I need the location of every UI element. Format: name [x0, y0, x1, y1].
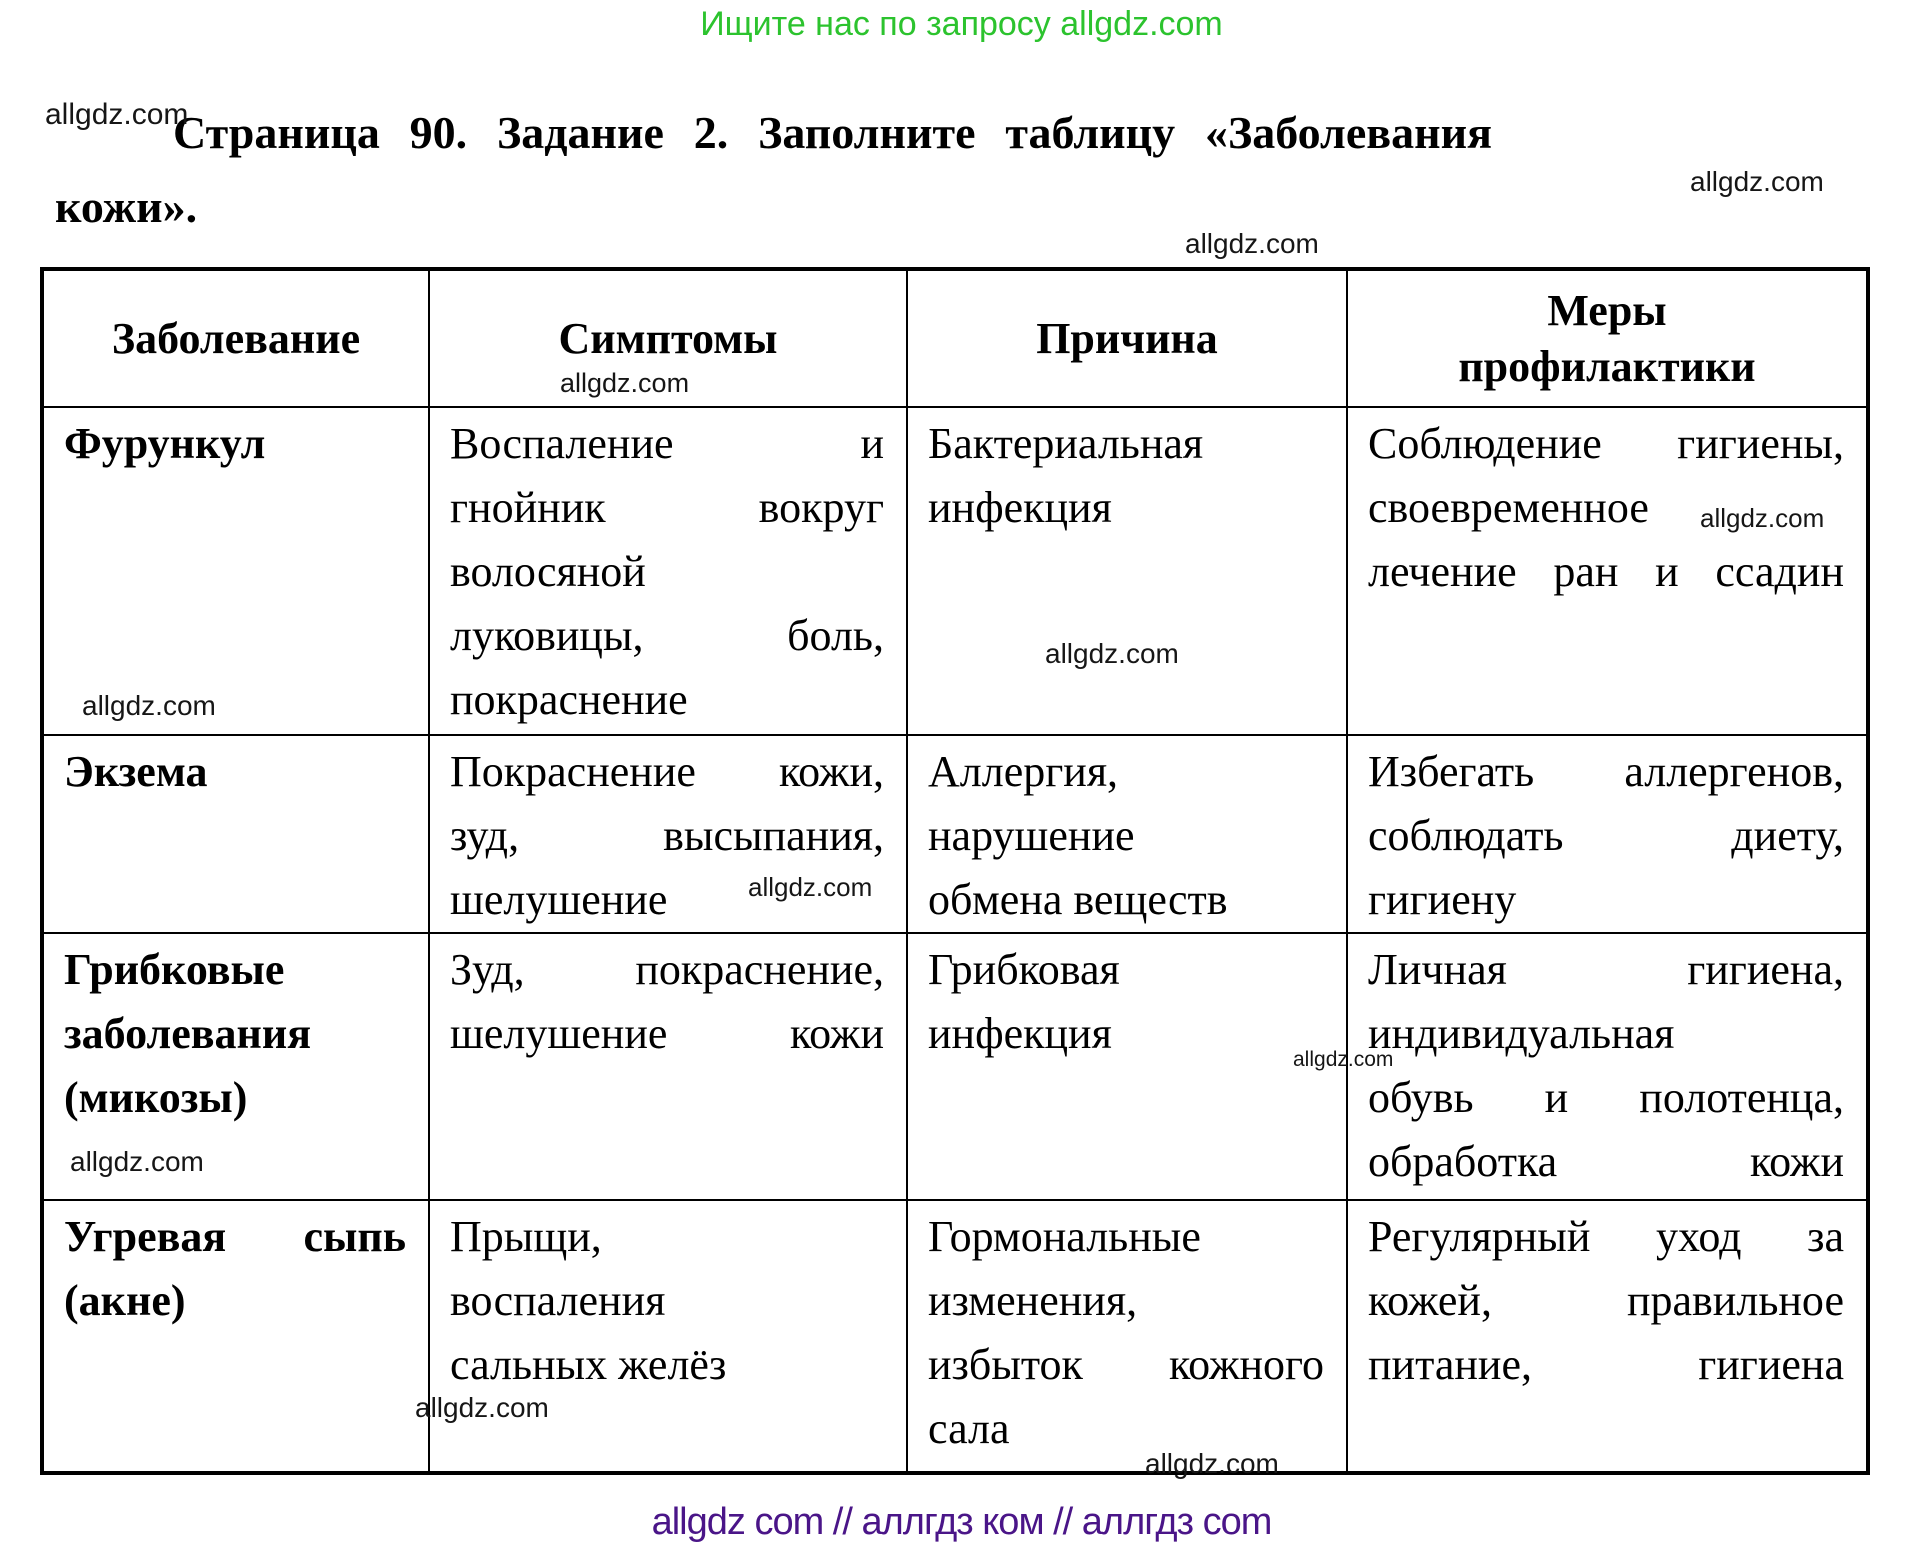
allgdz-watermark: allgdz.com [748, 872, 873, 902]
footer-text: allgdz com // аллгдз ком // аллгдз com [651, 1501, 1273, 1543]
allgdz-watermark: allgdz.com [1045, 638, 1179, 669]
header-cause: Причина [906, 268, 1348, 408]
table-row: Угревая сыпь (акне) Прыщи, воспаления са… [41, 1199, 1869, 1474]
skin-diseases-table: Заболевание Симптомы Причина Меры профил… [40, 267, 1870, 1475]
cell-prevention: Соблюдение гигиены, своевременное лечени… [1346, 406, 1869, 736]
cell-prevention: Личная гигиена, индивидуальная обувь и п… [1346, 932, 1869, 1201]
cell-symptoms: Зуд, покраснение, шелушение кожи [428, 932, 908, 1201]
cell-prevention: Регулярный уход за кожей, правильное пит… [1346, 1199, 1869, 1474]
allgdz-watermark: allgdz.com [1293, 1048, 1394, 1071]
cell-cause: Аллергия, нарушение обмена веществ [906, 734, 1348, 934]
cell-symptoms: Покраснение кожи, зуд, высыпания, шелуше… [428, 734, 908, 934]
allgdz-watermark: allgdz.com [70, 1146, 204, 1177]
table-header-row: Заболевание Симптомы Причина Меры профил… [41, 268, 1869, 408]
cell-disease: Экзема [41, 734, 430, 934]
table-row: Экзема Покраснение кожи, зуд, высыпания,… [41, 734, 1869, 934]
header-prevention: Меры профилактики [1346, 268, 1869, 408]
table-row: Фурункул Воспаление и гнойник вокруг вол… [41, 406, 1869, 736]
cell-disease: Угревая сыпь (акне) [41, 1199, 430, 1474]
cell-disease: Фурункул [41, 406, 430, 736]
cell-disease: Грибковые заболевания (микозы) [41, 932, 430, 1201]
allgdz-watermark: allgdz.com [415, 1392, 549, 1423]
table-row: Грибковые заболевания (микозы) Зуд, покр… [41, 932, 1869, 1201]
page-title: Страница 90. Задание 2. Заполните таблиц… [55, 107, 1492, 232]
allgdz-watermark: allgdz.com [45, 98, 189, 131]
cell-prevention: Избегать аллергенов, соблюдать диету, ги… [1346, 734, 1869, 934]
cell-cause: Гормональные изменения, избыток кожного … [906, 1199, 1348, 1474]
promo-banner-text: Ищите нас по запросу allgdz.com [700, 5, 1223, 43]
allgdz-watermark: allgdz.com [82, 690, 216, 721]
allgdz-watermark: allgdz.com [1690, 166, 1824, 197]
allgdz-watermark: allgdz.com [1700, 503, 1825, 533]
header-symptoms: Симптомы [428, 268, 908, 408]
cell-cause: Грибковая инфекция [906, 932, 1348, 1201]
cell-symptoms: Прыщи, воспаления сальных желёз [428, 1199, 908, 1474]
cell-symptoms: Воспаление и гнойник вокруг волосяной лу… [428, 406, 908, 736]
cell-cause: Бактериальная инфекция [906, 406, 1348, 736]
allgdz-watermark: allgdz.com [1145, 1448, 1279, 1479]
header-disease: Заболевание [41, 268, 430, 408]
allgdz-watermark: allgdz.com [1185, 228, 1319, 259]
allgdz-watermark: allgdz.com [560, 368, 690, 398]
